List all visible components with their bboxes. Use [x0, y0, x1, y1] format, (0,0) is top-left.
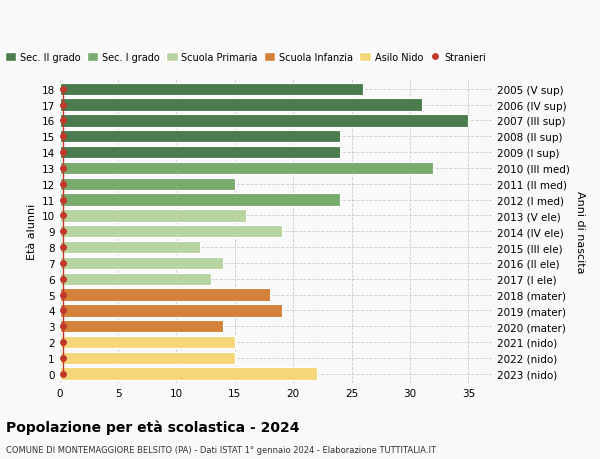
Bar [59, 194, 340, 206]
Bar [59, 273, 211, 285]
Point [58, 307, 68, 314]
Bar [59, 210, 247, 222]
Point [58, 354, 68, 362]
Point [58, 101, 68, 109]
Point [58, 118, 68, 125]
Point [58, 370, 68, 377]
Bar [59, 304, 281, 317]
Text: Popolazione per età scolastica - 2024: Popolazione per età scolastica - 2024 [6, 420, 299, 435]
Point [58, 86, 68, 93]
Point [58, 275, 68, 283]
Y-axis label: Anni di nascita: Anni di nascita [575, 190, 585, 273]
Bar [59, 99, 422, 112]
Point [58, 244, 68, 251]
Text: COMUNE DI MONTEMAGGIORE BELSITO (PA) - Dati ISTAT 1° gennaio 2024 - Elaborazione: COMUNE DI MONTEMAGGIORE BELSITO (PA) - D… [6, 445, 436, 454]
Point [58, 212, 68, 219]
Point [58, 149, 68, 157]
Bar [59, 352, 235, 364]
Point [58, 228, 68, 235]
Bar [59, 115, 469, 127]
Bar [59, 178, 235, 190]
Y-axis label: Età alunni: Età alunni [28, 204, 37, 260]
Bar [59, 368, 317, 380]
Point [58, 196, 68, 204]
Bar [59, 146, 340, 159]
Point [58, 339, 68, 346]
Bar [59, 257, 223, 269]
Point [58, 181, 68, 188]
Bar [59, 131, 340, 143]
Bar [59, 84, 363, 96]
Point [58, 260, 68, 267]
Point [58, 323, 68, 330]
Point [58, 133, 68, 140]
Point [58, 291, 68, 298]
Bar [59, 225, 281, 238]
Bar [59, 289, 270, 301]
Bar [59, 162, 433, 175]
Legend: Sec. II grado, Sec. I grado, Scuola Primaria, Scuola Infanzia, Asilo Nido, Stran: Sec. II grado, Sec. I grado, Scuola Prim… [1, 49, 490, 66]
Point [58, 165, 68, 172]
Bar [59, 336, 235, 348]
Bar [59, 241, 200, 254]
Bar [59, 320, 223, 333]
